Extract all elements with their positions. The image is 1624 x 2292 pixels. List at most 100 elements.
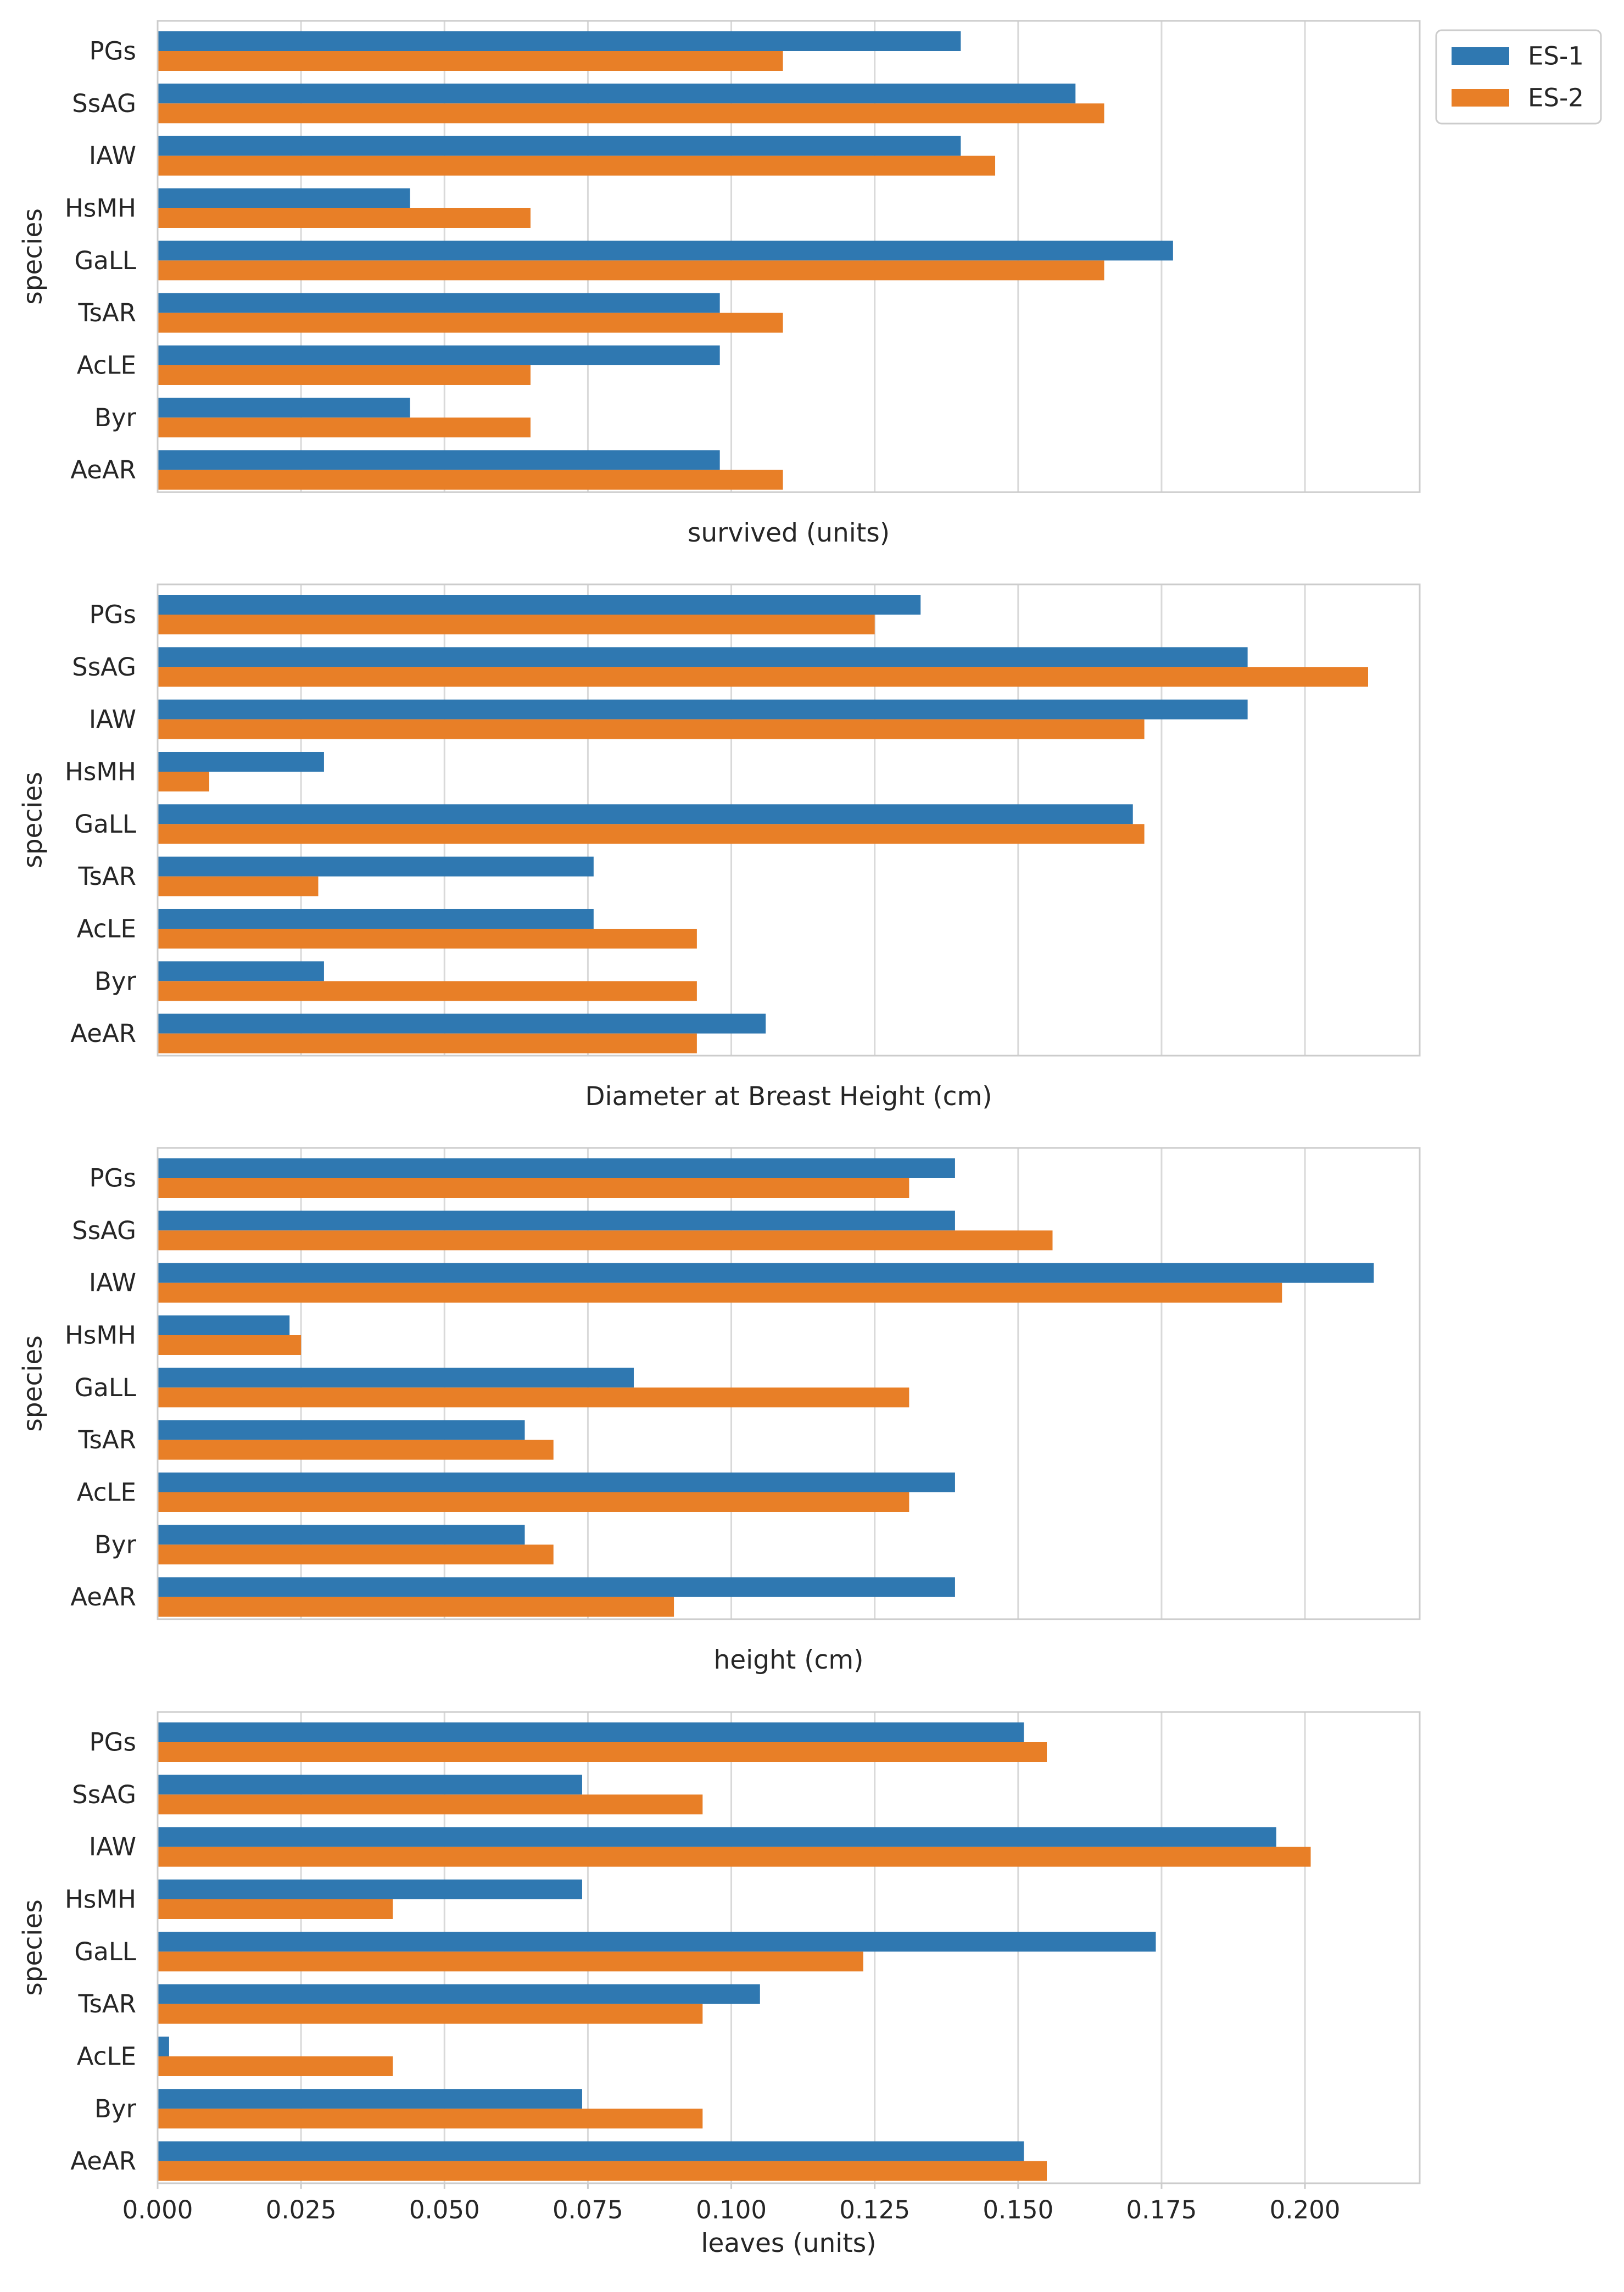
bar-es-1-acle: [158, 2036, 169, 2056]
bar-es-2-pgs: [158, 1178, 909, 1198]
bar-es-1-pgs: [158, 31, 961, 51]
y-tick-label: Byr: [94, 403, 137, 432]
plot-frame: [157, 1711, 1421, 2184]
y-tick-label: GaLL: [74, 246, 136, 275]
legend-swatch-es-1: [1452, 47, 1509, 65]
bar-es-2-pgs: [158, 1742, 1047, 1762]
y-tick-label: AeAR: [70, 1582, 136, 1611]
x-tick-label: 0.075: [553, 2195, 623, 2224]
bar-es-2-tsar: [158, 1440, 554, 1460]
bar-es-1-gall: [158, 1368, 634, 1388]
y-tick-label: GaLL: [74, 1937, 136, 1966]
bar-es-2-hsmh: [158, 771, 210, 791]
y-tick-label: TsAR: [77, 1425, 136, 1454]
bar-es-2-iaw: [158, 719, 1145, 739]
y-tick-label: GaLL: [74, 1373, 136, 1402]
chart-panel-3: PGs SsAG IAW HsMH GaLL TsAR AcLE Byr AeAR species…: [18, 1147, 1421, 1675]
y-tick-label: SsAG: [72, 653, 136, 682]
y-tick-label: HsMH: [65, 757, 136, 786]
bar-es-1-pgs: [158, 595, 921, 615]
plot-frame: [157, 1147, 1421, 1620]
x-tick-label: 0.125: [839, 2195, 910, 2224]
bar-es-1-aear: [158, 2141, 1024, 2161]
bar-es-1-iaw: [158, 136, 961, 156]
bar-es-2-acle: [158, 928, 697, 949]
bar-es-1-gall: [158, 241, 1173, 261]
y-tick-label: HsMH: [65, 193, 136, 222]
y-tick-label: IAW: [89, 141, 136, 170]
bar-es-2-aear: [158, 470, 783, 490]
bar-es-2-hsmh: [158, 208, 531, 228]
bar-es-2-byr: [158, 417, 531, 438]
x-tick-label: 0.100: [696, 2195, 767, 2224]
bar-es-1-ssag: [158, 1211, 955, 1231]
bar-es-1-tsar: [158, 1984, 760, 2004]
bar-es-2-byr: [158, 1544, 554, 1565]
y-tick-label: SsAG: [72, 1216, 136, 1245]
x-tick-label: 0.050: [409, 2195, 480, 2224]
bar-es-1-aear: [158, 450, 720, 470]
y-tick-label: Byr: [94, 2094, 137, 2123]
bar-es-2-iaw: [158, 1847, 1311, 1867]
y-tick-label: AcLE: [77, 1477, 136, 1507]
bar-es-1-iaw: [158, 699, 1248, 720]
y-tick-label: TsAR: [77, 298, 136, 327]
legend-label-es-2: ES-2: [1528, 83, 1584, 113]
y-tick-label: AcLE: [77, 914, 136, 943]
bar-es-1-gall: [158, 804, 1133, 824]
bar-es-2-aear: [158, 1033, 697, 1053]
y-tick-label: AcLE: [77, 2042, 136, 2071]
bar-es-1-tsar: [158, 856, 594, 877]
plot-frame: [157, 583, 1421, 1057]
x-tick-label: 0.150: [983, 2195, 1053, 2224]
y-tick-label: TsAR: [77, 1989, 136, 2018]
y-tick-label: Byr: [94, 967, 137, 996]
y-tick-label: IAW: [89, 1832, 136, 1861]
x-tick-label: 0.175: [1126, 2195, 1197, 2224]
bar-es-1-byr: [158, 1525, 525, 1545]
x-axis-label: leaves (units): [701, 2228, 876, 2258]
bar-es-2-pgs: [158, 615, 875, 634]
bar-es-2-gall: [158, 824, 1145, 844]
x-axis-label: survived (units): [688, 518, 890, 548]
bar-es-2-acle: [158, 1492, 909, 1512]
y-axis-label: species: [18, 1335, 48, 1432]
bar-es-1-hsmh: [158, 751, 324, 772]
bar-es-1-hsmh: [158, 1879, 582, 1899]
y-axis-label: species: [18, 772, 48, 868]
y-tick-label: PGs: [90, 1728, 136, 1757]
legend: ES-1 ES-2: [1435, 29, 1602, 125]
y-tick-label: SsAG: [72, 1780, 136, 1809]
plot-frame: [157, 20, 1421, 493]
bar-es-1-ssag: [158, 647, 1248, 667]
chart-panel-1: PGs SsAG IAW HsMH GaLL TsAR AcLE Byr AeAR species…: [18, 20, 1421, 548]
x-tick-label: 0.000: [122, 2195, 193, 2224]
legend-swatch-es-2: [1452, 89, 1509, 107]
y-tick-label: AeAR: [70, 2146, 136, 2176]
bar-es-1-tsar: [158, 1420, 525, 1440]
bar-es-1-byr: [158, 398, 410, 418]
bar-es-2-ssag: [158, 1794, 703, 1815]
bar-es-1-aear: [158, 1577, 955, 1597]
bar-es-1-ssag: [158, 1775, 582, 1795]
chart-panel-4: PGs SsAG IAW HsMH GaLL TsAR AcLE Byr AeAR species…: [18, 1711, 1421, 2258]
y-axis-label: species: [18, 1899, 48, 1996]
bar-es-2-byr: [158, 981, 697, 1001]
y-tick-label: AcLE: [77, 350, 136, 380]
bar-es-1-byr: [158, 2089, 582, 2109]
bar-es-2-pgs: [158, 51, 783, 71]
bar-es-1-acle: [158, 345, 720, 365]
bar-es-1-iaw: [158, 1827, 1276, 1847]
bar-es-2-gall: [158, 1387, 909, 1408]
bar-es-2-aear: [158, 1597, 674, 1617]
bar-es-2-byr: [158, 2109, 703, 2129]
bar-es-1-acle: [158, 1472, 955, 1492]
bar-es-2-gall: [158, 260, 1104, 281]
bar-es-1-acle: [158, 908, 594, 929]
bar-es-2-gall: [158, 1951, 863, 1972]
x-axis-label: height (cm): [713, 1645, 863, 1675]
y-tick-label: TsAR: [77, 862, 136, 891]
legend-label-es-1: ES-1: [1528, 42, 1584, 71]
bar-es-1-hsmh: [158, 188, 410, 208]
